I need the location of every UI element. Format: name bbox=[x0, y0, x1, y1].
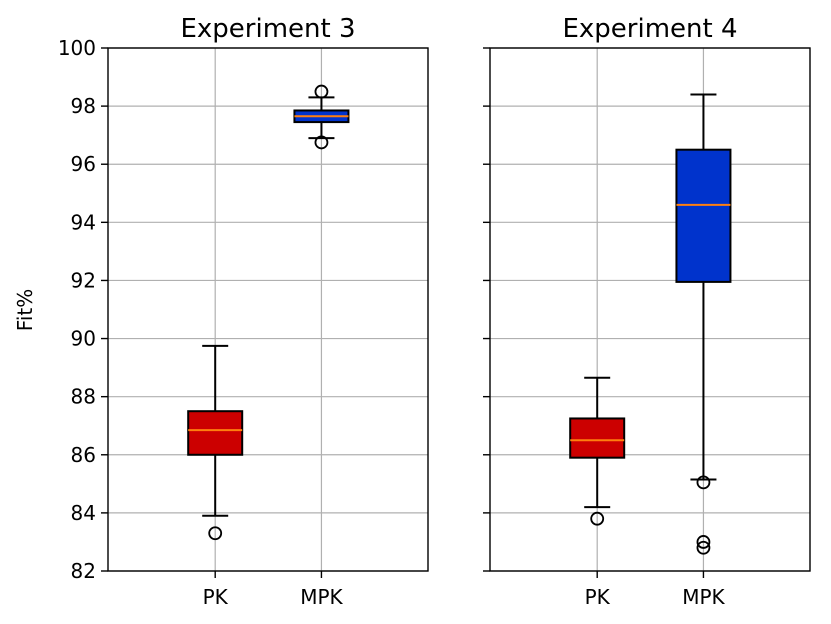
flier-point bbox=[208, 526, 223, 541]
y-tick-label: 92 bbox=[71, 268, 96, 292]
flier-point bbox=[314, 135, 329, 150]
panel-title: Experiment 3 bbox=[180, 14, 355, 44]
y-axis-label: Fit% bbox=[13, 289, 37, 331]
iqr-box bbox=[675, 148, 732, 283]
panel-1: 82 84 86 88 90 92 94 96 98 100 PK MPK Experiment 3 bbox=[58, 14, 429, 609]
y-tick-label: 96 bbox=[71, 152, 96, 176]
flier-point bbox=[696, 475, 711, 490]
flier-point bbox=[696, 535, 711, 549]
y-tick-label: 88 bbox=[71, 385, 96, 409]
flier-point bbox=[696, 540, 711, 555]
y-tick-label: 86 bbox=[71, 443, 96, 467]
y-tick-label: 90 bbox=[71, 327, 96, 351]
x-tick-label: PK bbox=[203, 585, 229, 609]
axes-frame bbox=[489, 47, 811, 572]
y-tick-label: 94 bbox=[71, 210, 96, 234]
panel-title: Experiment 4 bbox=[562, 14, 737, 44]
box-pk bbox=[187, 344, 244, 541]
x-tick-label: PK bbox=[585, 585, 611, 609]
y-tick-label: 82 bbox=[71, 559, 96, 583]
y-tick-label: 84 bbox=[71, 501, 96, 525]
box-mpk bbox=[293, 84, 350, 150]
axes-frame bbox=[107, 47, 429, 572]
y-tick-label: 100 bbox=[58, 36, 96, 60]
iqr-box bbox=[569, 417, 626, 459]
x-tick-label: MPK bbox=[682, 585, 725, 609]
panel-2: PK MPK Experiment 4 bbox=[483, 14, 811, 609]
flier-point bbox=[590, 511, 605, 526]
y-tick-label: 98 bbox=[71, 94, 96, 118]
x-tick-label: MPK bbox=[300, 585, 343, 609]
box-pk bbox=[569, 376, 626, 526]
iqr-box bbox=[187, 410, 244, 456]
flier-point bbox=[314, 84, 329, 99]
box-mpk bbox=[675, 93, 732, 555]
